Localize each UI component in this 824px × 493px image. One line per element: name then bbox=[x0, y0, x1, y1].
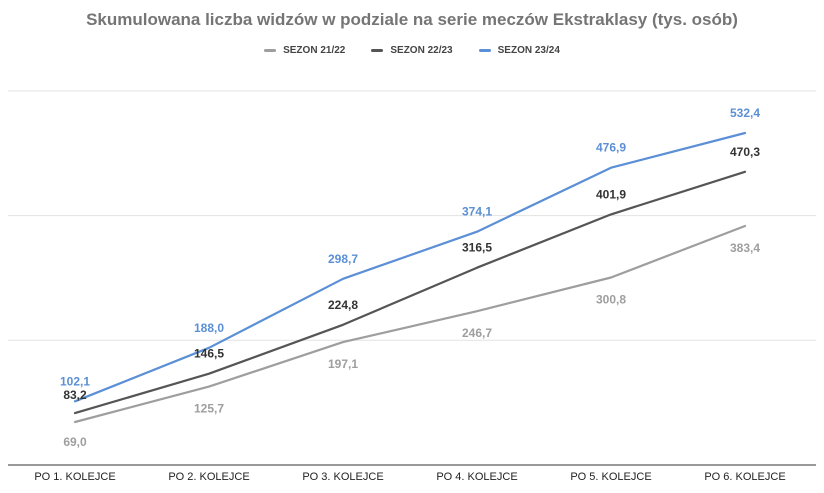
data-label-sezon-22-23-1: 83,2 bbox=[63, 388, 87, 402]
x-tick-label-4: PO 4. KOLEJCE bbox=[436, 471, 517, 483]
data-label-sezon-21-22-3: 197,1 bbox=[328, 357, 358, 371]
legend-swatch-sezon-22-23 bbox=[371, 49, 384, 52]
data-label-sezon-22-23-6: 470,3 bbox=[730, 145, 760, 159]
legend-label-sezon-23-24: SEZON 23/24 bbox=[497, 45, 560, 56]
data-label-sezon-23-24-5: 476,9 bbox=[596, 141, 626, 155]
legend-item-sezon-23-24: SEZON 23/24 bbox=[478, 45, 560, 56]
x-tick-label-2: PO 2. KOLEJCE bbox=[168, 471, 249, 483]
x-tick-label-1: PO 1. KOLEJCE bbox=[34, 471, 115, 483]
data-label-sezon-21-22-4: 246,7 bbox=[462, 326, 492, 340]
data-label-sezon-21-22-2: 125,7 bbox=[194, 402, 224, 416]
x-tick-label-3: PO 3. KOLEJCE bbox=[302, 471, 383, 483]
legend-label-sezon-22-23: SEZON 22/23 bbox=[390, 45, 453, 56]
series-line-sezon-21-22 bbox=[73, 224, 747, 424]
data-label-sezon-23-24-4: 374,1 bbox=[462, 205, 492, 219]
legend-item-sezon-22-23: SEZON 22/23 bbox=[371, 45, 453, 56]
legend-label-sezon-21-22: SEZON 21/22 bbox=[283, 45, 346, 56]
legend-item-sezon-21-22: SEZON 21/22 bbox=[264, 45, 345, 56]
legend-swatch-sezon-21-22 bbox=[264, 49, 277, 52]
data-label-sezon-23-24-3: 298,7 bbox=[328, 252, 358, 266]
series-line-sezon-22-23 bbox=[73, 170, 747, 415]
data-label-sezon-23-24-2: 188,0 bbox=[194, 321, 224, 335]
data-label-sezon-23-24-6: 532,4 bbox=[730, 106, 760, 120]
x-tick-label-6: PO 6. KOLEJCE bbox=[704, 471, 785, 483]
legend-swatch-sezon-23-24 bbox=[478, 49, 491, 52]
data-label-sezon-23-24-1: 102,1 bbox=[60, 374, 90, 388]
data-label-sezon-21-22-5: 300,8 bbox=[596, 292, 626, 306]
data-label-sezon-22-23-5: 401,9 bbox=[596, 187, 626, 201]
data-label-sezon-22-23-2: 146,5 bbox=[194, 347, 224, 361]
data-label-sezon-21-22-6: 383,4 bbox=[730, 241, 760, 255]
chart-title: Skumulowana liczba widzów w podziale na … bbox=[86, 10, 738, 29]
x-tick-label-5: PO 5. KOLEJCE bbox=[570, 471, 651, 483]
legend: SEZON 21/22 SEZON 22/23 SEZON 23/24 bbox=[0, 45, 824, 56]
data-label-sezon-21-22-1: 69,0 bbox=[63, 435, 87, 449]
series-line-sezon-23-24 bbox=[73, 131, 747, 403]
data-label-sezon-22-23-3: 224,8 bbox=[328, 298, 358, 312]
data-label-sezon-22-23-4: 316,5 bbox=[462, 241, 492, 255]
